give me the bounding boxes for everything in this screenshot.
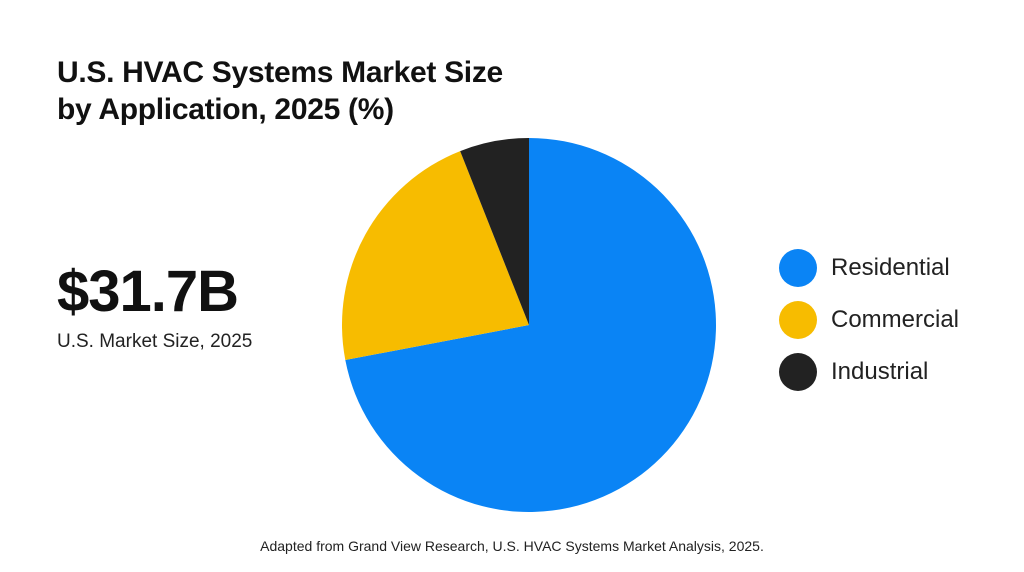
pie-slice-residential (345, 138, 717, 512)
source-note: Adapted from Grand View Research, U.S. H… (260, 538, 764, 554)
legend-label: Industrial (831, 358, 929, 385)
title-line-1: U.S. HVAC Systems Market Size (57, 56, 503, 89)
legend-swatch (779, 353, 817, 391)
legend-label: Residential (831, 254, 950, 281)
market-size-label: U.S. Market Size, 2025 (57, 331, 253, 352)
legend: Residential Commercial Industrial (779, 242, 959, 398)
title-line-2: by Application, 2025 (%) (57, 93, 394, 126)
market-size-value: $31.7B (57, 259, 239, 324)
pie-slice-industrial (460, 138, 529, 325)
legend-item-residential: Residential (779, 242, 959, 294)
chart-title: U.S. HVAC Systems Market Size by Applica… (57, 54, 503, 128)
legend-item-commercial: Commercial (779, 294, 959, 346)
pie-slice-commercial (342, 151, 529, 361)
legend-swatch (779, 249, 817, 287)
legend-label: Commercial (831, 306, 960, 333)
legend-item-industrial: Industrial (779, 346, 959, 398)
legend-swatch (779, 301, 817, 339)
